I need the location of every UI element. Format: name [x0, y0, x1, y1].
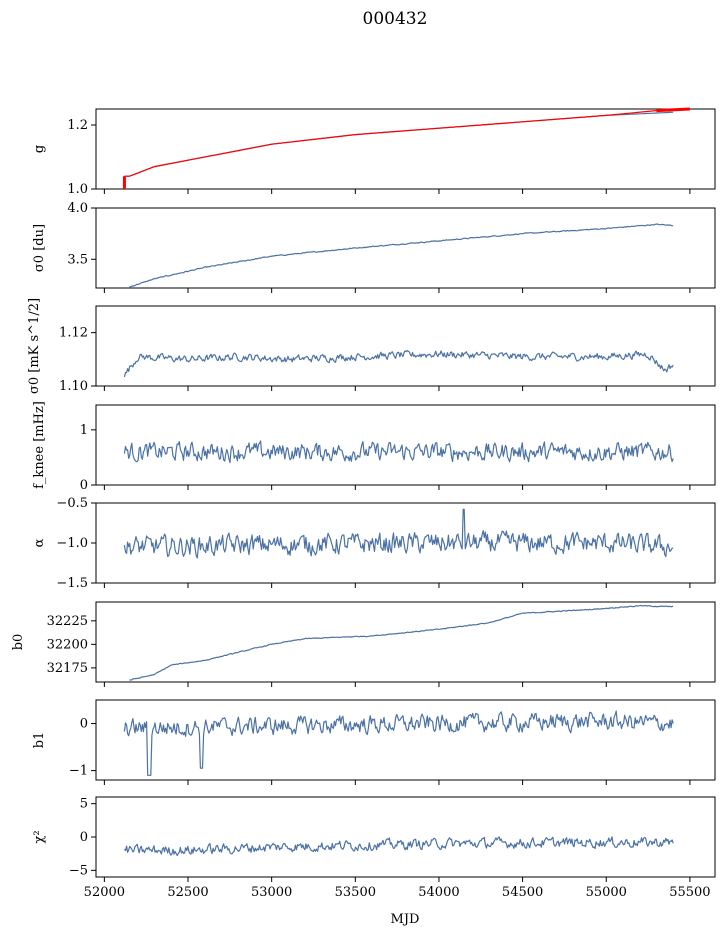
panel-frame: [95, 305, 716, 387]
panel-sigma0_mk: 1.10 1.12 σ0 [mK s^1/2]: [27, 298, 716, 394]
y-tick-label: 1.0: [67, 182, 88, 197]
panel-b0: 32175 32200 32225 b0: [11, 601, 716, 687]
y-axis-label: σ0 [du]: [32, 224, 47, 272]
series-line-chi2: [123, 836, 674, 857]
x-tick-label: 52000: [84, 885, 125, 900]
y-tick-label: −1: [69, 764, 88, 779]
y-tick-label: 5: [80, 797, 88, 812]
panel-frame: [95, 404, 716, 486]
y-tick-label: 1: [80, 423, 88, 438]
series-line-g-fit: [124, 108, 674, 177]
y-tick-label: 32175: [47, 661, 88, 676]
fit-extension: [656, 107, 690, 113]
y-tick-label: 0: [80, 717, 88, 732]
series-line-alpha: [123, 508, 674, 559]
y-axis-label: b0: [11, 634, 26, 651]
x-tick-label: 53500: [335, 885, 376, 900]
x-tick-label: 53000: [251, 885, 292, 900]
panel-frame: [95, 699, 716, 781]
panel-alpha: −1.5 −1.0 −0.5 α: [32, 496, 716, 591]
y-axis-label: σ0 [mK s^1/2]: [27, 298, 42, 394]
y-axis-label: α: [32, 538, 47, 547]
panel-frame: [95, 207, 716, 289]
series-line-sigma0: [129, 223, 674, 288]
series-line-sigma0-white: [123, 349, 674, 378]
x-tick-label: 52500: [167, 885, 208, 900]
panel-fknee: 0 1 f_knee [mHz]: [32, 401, 716, 493]
y-tick-label: 1.12: [59, 326, 88, 341]
chart-title: 000432: [363, 9, 428, 29]
y-tick-label: 1.10: [59, 379, 88, 394]
panel-frame: [95, 108, 716, 190]
y-tick-label: 1.2: [67, 118, 88, 133]
y-tick-label: −1.0: [56, 536, 88, 551]
series-line-b0: [129, 604, 674, 681]
x-axis-label: MJD: [391, 912, 420, 927]
y-tick-label: −0.5: [56, 496, 88, 511]
y-tick-label: 3.5: [67, 252, 88, 267]
y-tick-label: 0: [80, 478, 88, 493]
y-axis-label: b1: [32, 732, 47, 749]
panel-b1: −1 0 b1: [32, 699, 716, 785]
series-line-b1: [123, 710, 674, 776]
y-tick-label: −1.5: [56, 576, 88, 591]
panel-frame: [95, 601, 716, 683]
y-axis-label: f_knee [mHz]: [32, 401, 47, 489]
series-line-fknee: [123, 440, 674, 464]
y-tick-label: −5: [69, 863, 88, 878]
x-tick-label: 55500: [669, 885, 710, 900]
y-axis-label: g: [32, 145, 47, 153]
x-tick-label: 54000: [418, 885, 459, 900]
panel-sigma0_du: 3.5 4.0 σ0 [du]: [32, 201, 716, 293]
x-tick-label: 54500: [502, 885, 543, 900]
x-tick-label: 55000: [586, 885, 627, 900]
y-axis-label: χ²: [32, 830, 47, 843]
y-tick-label: 32200: [47, 637, 88, 652]
y-tick-label: 4.0: [67, 201, 88, 216]
panel-g: 1.0 1.2 g: [32, 107, 716, 197]
panels: 1.0 1.2 g 3.5 4.0 σ0 [du] 1.10 1.12 σ0 [mK s^1/2…: [11, 107, 716, 900]
y-tick-label: 32225: [47, 614, 88, 629]
panel-chi2: 52000 52500 53000 53500 54000 54500 55000 55500…: [32, 796, 716, 900]
y-tick-label: 0: [80, 830, 88, 845]
